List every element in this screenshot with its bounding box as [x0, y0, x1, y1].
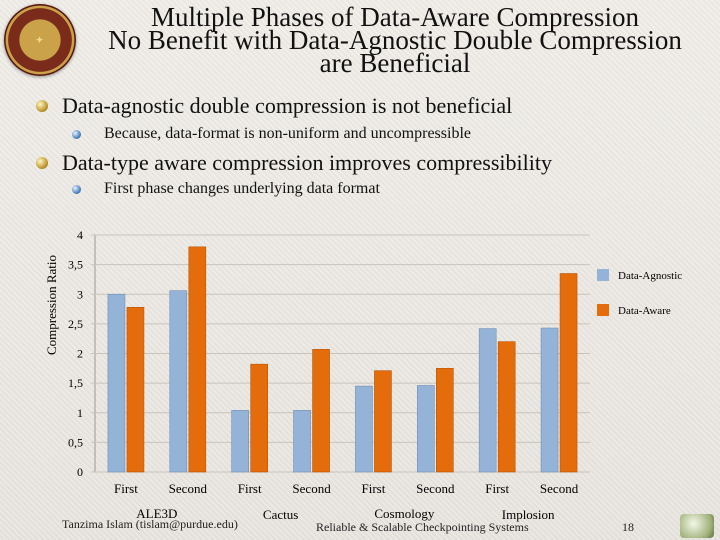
title-line-1: Multiple Phases of Data-Aware Compressio…	[151, 2, 639, 32]
bullet-icon	[36, 157, 48, 169]
page-number: 18	[622, 520, 634, 534]
bullet-2-sub-text: First phase changes underlying data form…	[104, 180, 380, 197]
bullet-2-text: Data-type aware compression improves com…	[62, 150, 552, 175]
y-tick-label: 3	[77, 287, 83, 301]
x-tick-label: First	[238, 481, 262, 496]
bar-data-agnostic	[293, 410, 311, 473]
y-tick-label: 1,5	[68, 376, 83, 390]
x-tick-label: First	[485, 481, 509, 496]
bar-data-aware	[559, 273, 578, 473]
bar-data-agnostic	[540, 327, 559, 473]
bar-data-agnostic	[231, 410, 249, 473]
y-tick-label: 2,5	[68, 317, 83, 331]
bar-data-aware	[312, 349, 330, 473]
y-tick-label: 3,5	[68, 258, 83, 272]
footer-author: Tanzima Islam (tislam@purdue.edu)	[62, 517, 238, 531]
legend-label: Data-Agnostic	[618, 270, 682, 282]
y-tick-label: 2	[77, 347, 83, 361]
bar-data-aware	[188, 246, 207, 473]
x-tick-label: Second	[540, 481, 579, 496]
y-axis-label: Compression Ratio	[44, 255, 59, 355]
sub-bullet-icon	[72, 130, 81, 139]
x-tick-label: First	[114, 481, 138, 496]
y-tick-label: 0,5	[68, 435, 83, 449]
bar-data-agnostic	[478, 328, 497, 473]
legend-swatch	[597, 304, 609, 316]
legend-swatch	[597, 269, 609, 281]
x-group-label: ALE3D	[136, 506, 177, 521]
y-tick-label: 4	[77, 228, 83, 242]
bullet-1-sub-text: Because, data-format is non-uniform and …	[104, 125, 471, 142]
sub-bullet-icon	[72, 185, 81, 194]
bullet-1-text: Data-agnostic double compression is not …	[62, 93, 513, 118]
y-tick-label: 1	[77, 406, 83, 420]
bar-data-aware	[250, 363, 268, 473]
x-tick-label: Second	[416, 481, 455, 496]
x-tick-label: Second	[169, 481, 208, 496]
slide-title: Multiple Phases of Data-Aware Compressio…	[80, 2, 710, 78]
title-line-2: No Benefit with Data-Agnostic Double Com…	[108, 25, 682, 55]
bar-data-agnostic	[417, 385, 435, 473]
bar-data-aware	[497, 341, 516, 473]
x-tick-label: First	[362, 481, 386, 496]
x-tick-label: Second	[292, 481, 331, 496]
university-seal-logo: ✦	[4, 4, 76, 76]
x-group-label: Cosmology	[374, 506, 434, 521]
bar-data-agnostic	[355, 385, 373, 473]
bar-data-aware	[374, 370, 392, 473]
legend-label: Data-Aware	[618, 305, 671, 317]
globe-icon	[680, 514, 714, 538]
y-tick-label: 0	[77, 465, 83, 479]
bar-data-aware	[436, 368, 454, 473]
footer-center-title: Reliable & Scalable Checkpointing System…	[316, 520, 529, 534]
bar-data-aware	[126, 306, 145, 473]
bullet-icon	[36, 100, 48, 112]
title-line-3: are Beneficial	[319, 48, 471, 78]
x-group-label: Cactus	[263, 507, 298, 522]
bar-data-agnostic	[107, 293, 126, 473]
bar-data-agnostic	[169, 290, 188, 473]
x-group-label: Implosion	[502, 507, 555, 522]
